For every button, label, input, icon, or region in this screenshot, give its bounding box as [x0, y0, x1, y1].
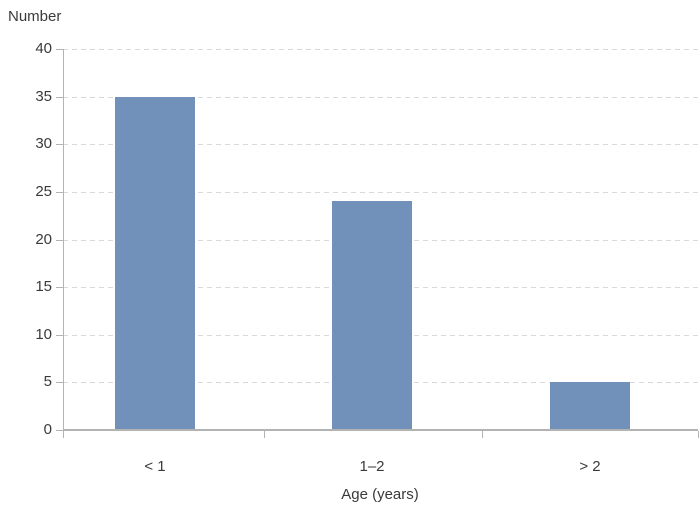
y-axis-line [63, 49, 64, 430]
y-axis-tick-label: 25 [35, 182, 52, 200]
x-axis-tick [63, 431, 64, 438]
y-axis-tick-label: 5 [43, 373, 52, 391]
y-axis-tick [56, 49, 63, 50]
y-axis-tick [56, 239, 63, 241]
y-axis-tick-label: 35 [35, 87, 52, 105]
x-axis-line [63, 429, 698, 431]
y-axis-tick [56, 144, 63, 146]
x-axis-tick [482, 431, 483, 438]
y-axis-tick-label: 10 [35, 325, 52, 343]
gridline-40 [63, 49, 700, 50]
bar-2 [332, 201, 412, 430]
x-axis-title: Age (years) [341, 486, 419, 503]
y-axis-tick-label: 30 [35, 135, 52, 153]
bar-3 [550, 382, 630, 430]
x-axis-category-label: 1–2 [359, 458, 385, 475]
y-axis-tick [56, 430, 63, 431]
bar-1 [115, 96, 195, 430]
y-axis-tick [56, 334, 63, 336]
y-axis-tick [56, 382, 63, 384]
y-axis-tick-label: 40 [35, 40, 52, 57]
y-axis-title: Number [8, 8, 62, 25]
gridline-30 [63, 144, 700, 146]
y-axis-tick-label: 0 [43, 421, 52, 438]
x-axis-category-label: < 1 [144, 458, 166, 475]
x-axis-tick [264, 431, 265, 438]
y-axis-tick-label: 20 [35, 230, 52, 248]
gridline-25 [63, 191, 700, 193]
gridline-35 [63, 96, 700, 98]
y-axis-tick-label: 15 [35, 278, 52, 296]
y-axis-tick [56, 287, 63, 289]
y-axis-tick [56, 96, 63, 98]
y-axis-tick [56, 191, 63, 193]
x-axis-category-label: > 2 [579, 458, 601, 475]
x-axis-tick [698, 431, 699, 438]
